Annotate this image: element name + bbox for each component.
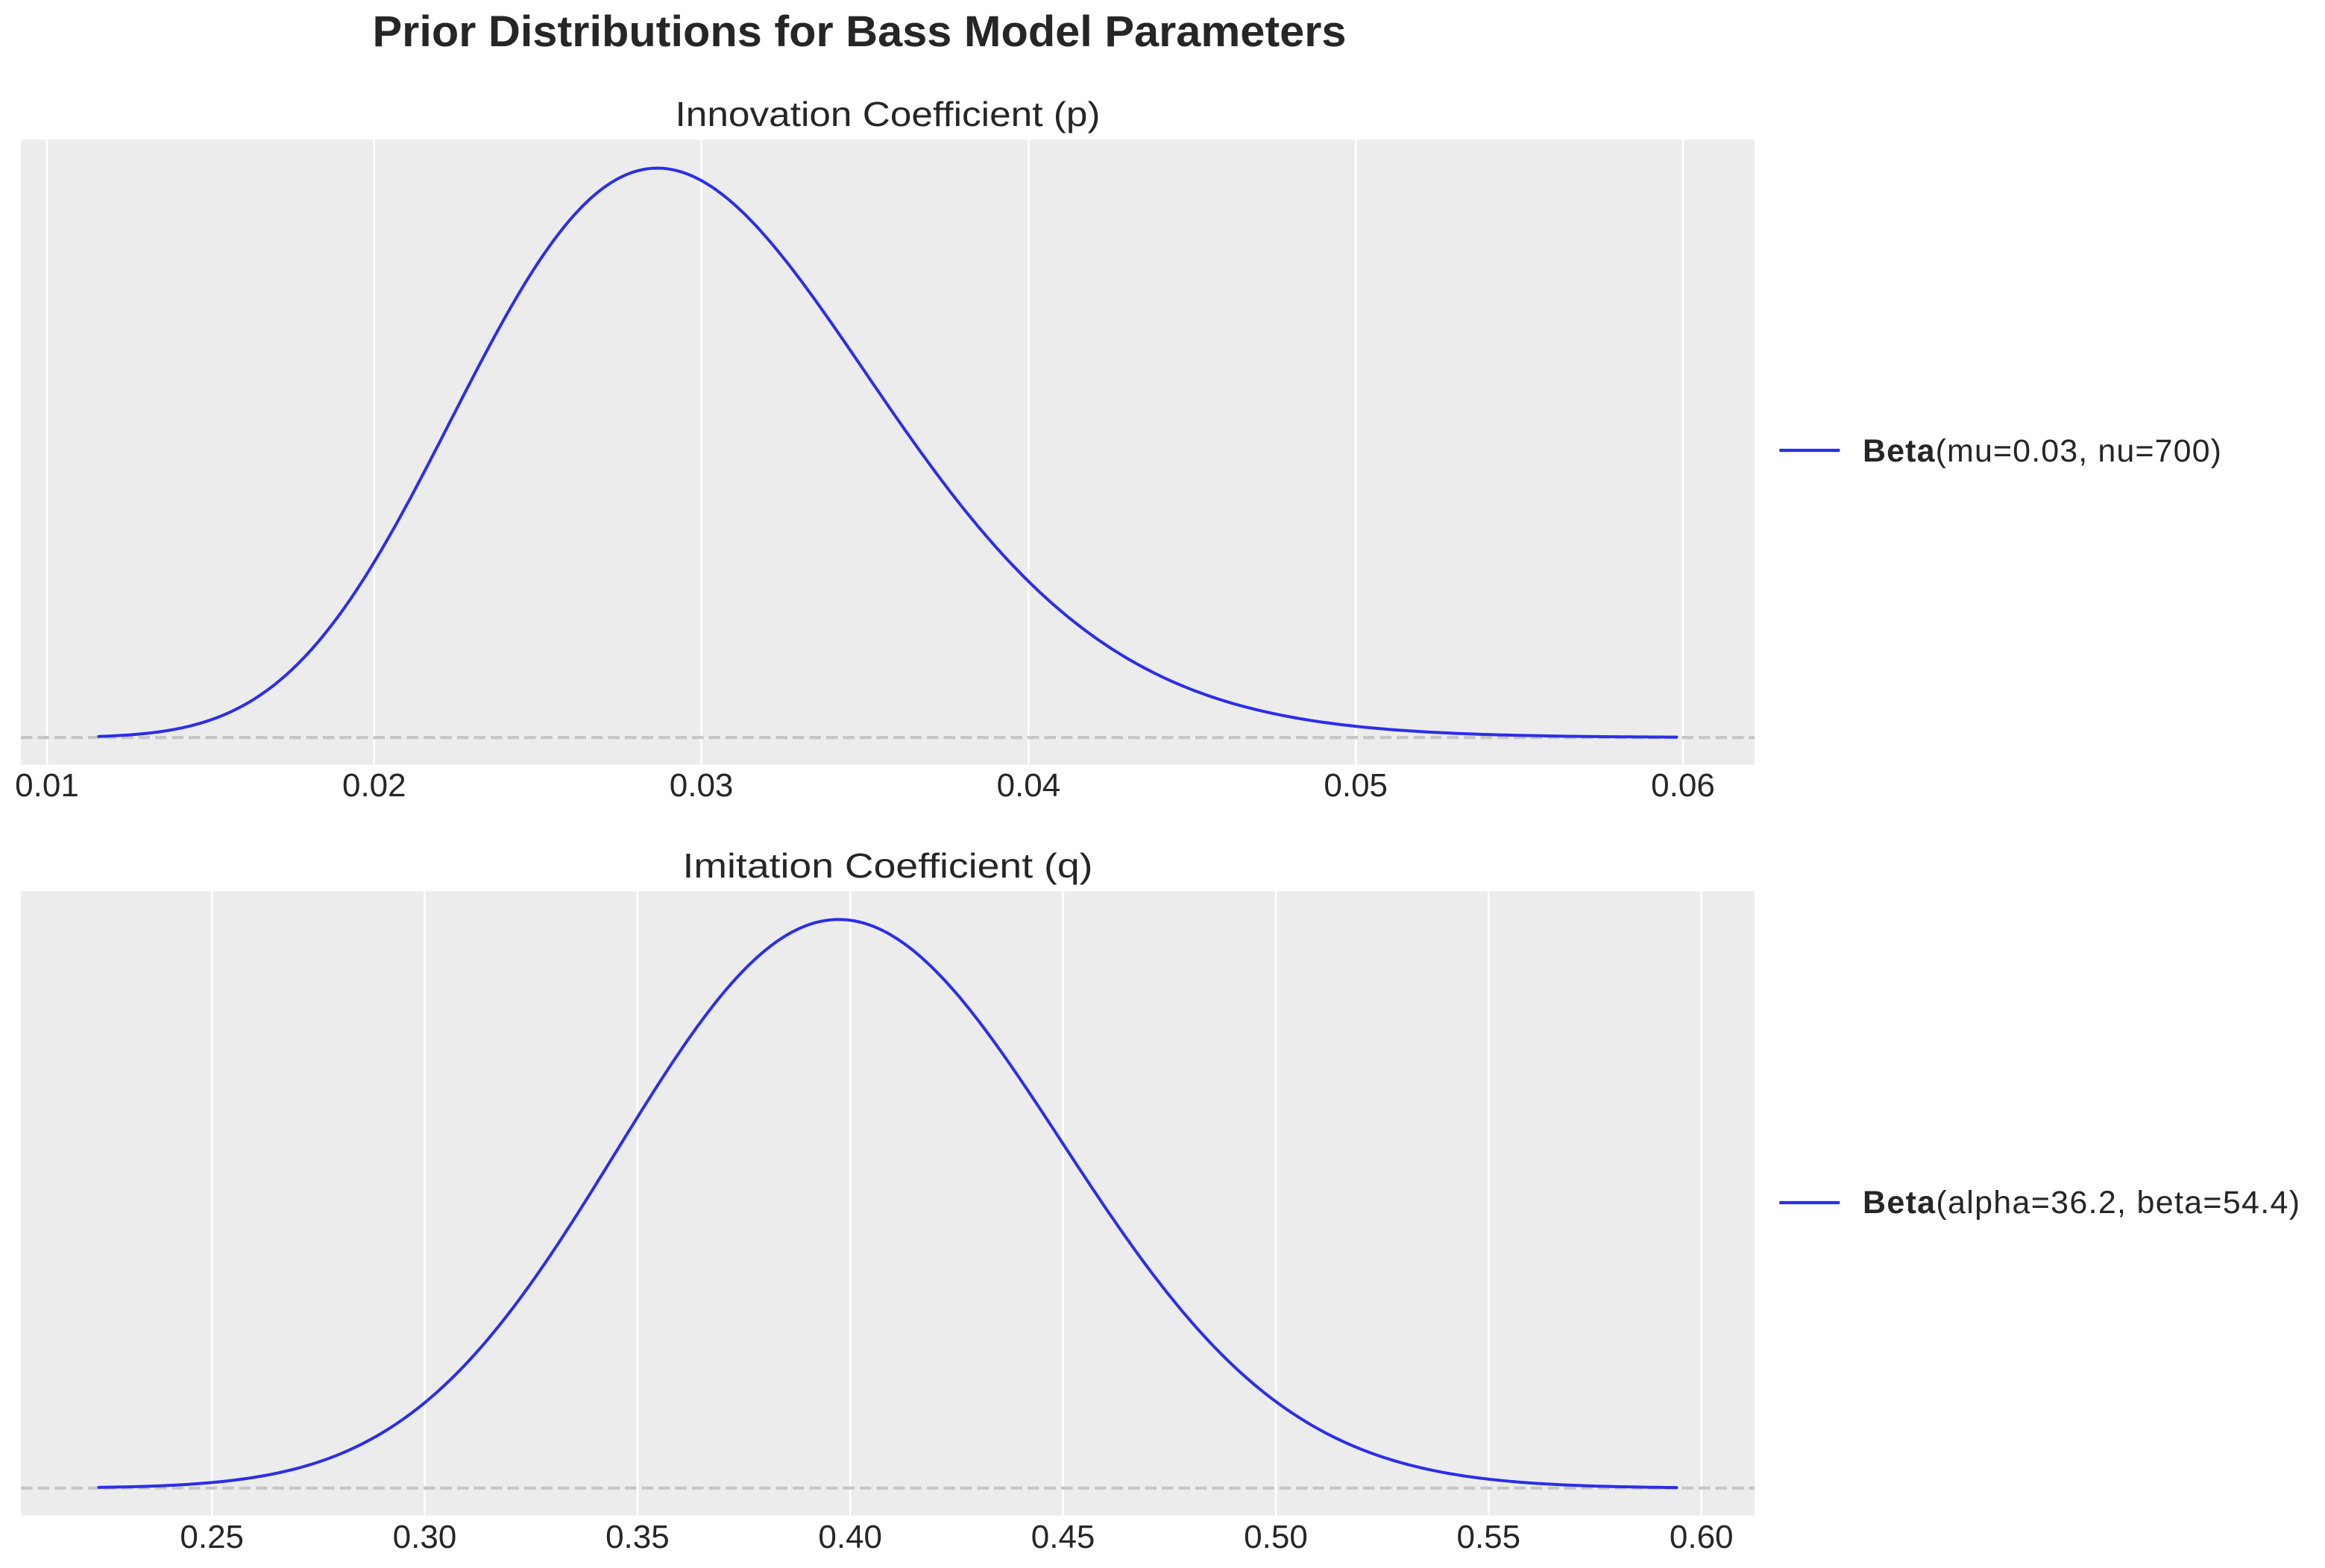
svg-text:0.45: 0.45 <box>1031 1519 1095 1555</box>
svg-text:Beta(alpha=36.2, beta=54.4): Beta(alpha=36.2, beta=54.4) <box>1863 1185 2300 1221</box>
svg-text:0.60: 0.60 <box>1670 1519 1734 1555</box>
svg-text:Imitation Coefficient (q): Imitation Coefficient (q) <box>683 846 1093 885</box>
svg-text:0.35: 0.35 <box>605 1519 670 1555</box>
svg-text:0.04: 0.04 <box>997 767 1061 804</box>
svg-text:Beta(mu=0.03, nu=700): Beta(mu=0.03, nu=700) <box>1863 433 2222 469</box>
svg-text:0.50: 0.50 <box>1244 1519 1308 1555</box>
svg-text:0.25: 0.25 <box>180 1519 244 1555</box>
svg-text:0.06: 0.06 <box>1651 767 1715 804</box>
svg-text:0.01: 0.01 <box>15 767 79 804</box>
svg-text:0.02: 0.02 <box>342 767 406 804</box>
svg-text:0.05: 0.05 <box>1324 767 1388 804</box>
svg-text:Prior Distributions for Bass M: Prior Distributions for Bass Model Param… <box>373 7 1347 56</box>
svg-text:0.40: 0.40 <box>818 1519 882 1555</box>
svg-text:0.55: 0.55 <box>1456 1519 1520 1555</box>
svg-text:Innovation Coefficient (p): Innovation Coefficient (p) <box>676 95 1101 133</box>
svg-text:0.03: 0.03 <box>670 767 734 804</box>
svg-text:0.30: 0.30 <box>393 1519 457 1555</box>
